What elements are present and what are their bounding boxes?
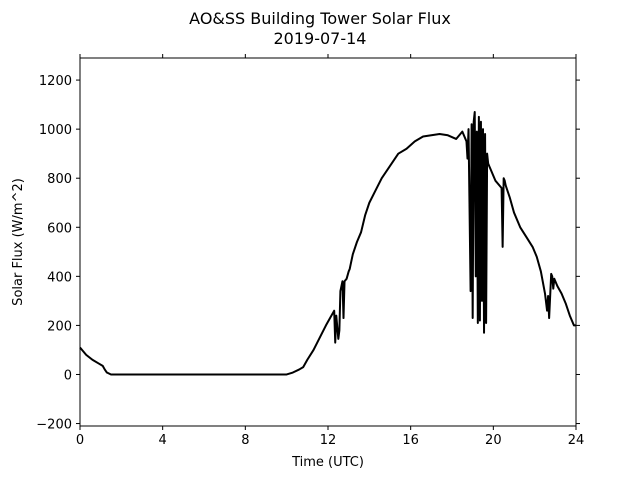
plot-area-frame (79, 57, 577, 427)
x-axis-label: Time (UTC) (291, 455, 364, 470)
axis-ticks: 0 4 8 12 16 20 24 −200 0 200 400 600 800 1000 1200 (36, 54, 584, 448)
y-tick-label: 400 (47, 270, 72, 285)
y-tick-label: 1000 (39, 123, 72, 138)
x-tick-label: 24 (568, 433, 585, 448)
series-line (79, 110, 576, 376)
chart-subtitle: 2019-07-14 (274, 29, 367, 48)
x-tick-label: 0 (76, 433, 84, 448)
x-tick-label: 4 (159, 433, 167, 448)
y-tick-label: 600 (47, 221, 72, 236)
y-axis-label: Solar Flux (W/m^2) (11, 178, 26, 306)
y-tick-label: 200 (47, 319, 72, 334)
x-tick-label: 8 (241, 433, 249, 448)
y-tick-label: −200 (36, 418, 72, 433)
x-tick-label: 20 (485, 433, 502, 448)
x-tick-label: 16 (402, 433, 419, 448)
chart-title: AO&SS Building Tower Solar Flux (189, 9, 451, 28)
x-tick-label: 12 (320, 433, 337, 448)
y-tick-label: 0 (64, 368, 72, 383)
y-tick-label: 800 (47, 172, 72, 187)
y-tick-label: 1200 (39, 74, 72, 89)
